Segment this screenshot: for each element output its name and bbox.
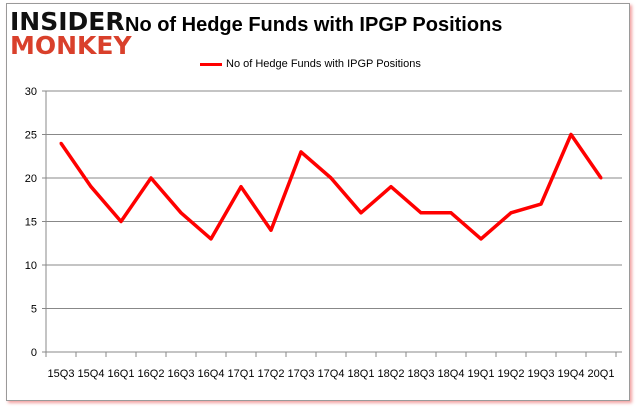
data-point bbox=[149, 176, 153, 180]
x-tick-label: 15Q3 bbox=[48, 368, 75, 380]
x-tick-label: 17Q2 bbox=[258, 368, 285, 380]
x-tick-label: 19Q4 bbox=[558, 368, 585, 380]
insider-monkey-logo: INSIDER MONKEY bbox=[10, 7, 132, 60]
data-point bbox=[509, 211, 513, 215]
data-point bbox=[329, 176, 333, 180]
logo-line1: INSIDER bbox=[10, 7, 125, 36]
y-tick-label: 20 bbox=[25, 173, 37, 185]
data-point bbox=[599, 176, 603, 180]
x-tick-label: 16Q3 bbox=[168, 368, 195, 380]
data-point bbox=[59, 141, 63, 145]
y-tick-label: 30 bbox=[25, 86, 37, 98]
chart-title: No of Hedge Funds with IPGP Positions bbox=[125, 14, 503, 36]
data-point bbox=[419, 211, 423, 215]
data-point bbox=[569, 133, 573, 136]
x-tick-label: 19Q1 bbox=[468, 368, 495, 380]
data-point bbox=[389, 185, 393, 189]
x-tick-label: 16Q4 bbox=[198, 368, 225, 380]
y-tick-label: 5 bbox=[31, 304, 37, 316]
y-tick-label: 15 bbox=[25, 217, 37, 229]
series-line bbox=[59, 132, 603, 241]
x-tick-label: 15Q4 bbox=[78, 368, 105, 380]
x-tick-label: 17Q3 bbox=[288, 368, 315, 380]
x-tick-label: 18Q4 bbox=[438, 368, 465, 380]
data-point bbox=[479, 237, 483, 241]
data-point bbox=[539, 202, 543, 206]
data-point bbox=[239, 185, 243, 189]
x-tick-label: 16Q1 bbox=[108, 368, 135, 380]
x-tick-label: 18Q3 bbox=[408, 368, 435, 380]
data-point bbox=[209, 237, 213, 241]
x-tick-label: 17Q1 bbox=[228, 368, 255, 380]
y-tick-label: 0 bbox=[31, 347, 37, 359]
legend-swatch bbox=[200, 62, 222, 66]
x-tick-label: 18Q1 bbox=[348, 368, 375, 380]
y-tick-label: 25 bbox=[25, 130, 37, 142]
x-tick-label: 16Q2 bbox=[138, 368, 165, 380]
logo-line2: MONKEY bbox=[10, 31, 132, 60]
data-point bbox=[359, 211, 363, 215]
data-point bbox=[119, 220, 123, 223]
legend-label: No of Hedge Funds with IPGP Positions bbox=[226, 58, 421, 70]
x-tick-label: 19Q2 bbox=[498, 368, 525, 380]
legend: No of Hedge Funds with IPGP Positions bbox=[200, 58, 421, 70]
x-tick-label: 19Q3 bbox=[528, 368, 555, 380]
data-point bbox=[179, 211, 183, 215]
data-point bbox=[269, 228, 273, 232]
data-point bbox=[449, 211, 453, 215]
x-tick-label: 20Q1 bbox=[588, 368, 615, 380]
x-tick-label: 17Q4 bbox=[318, 368, 345, 380]
data-point bbox=[299, 150, 303, 154]
chart-frame bbox=[6, 3, 630, 401]
data-point bbox=[89, 185, 93, 189]
x-tick-label: 18Q2 bbox=[378, 368, 405, 380]
y-tick-label: 10 bbox=[25, 260, 37, 272]
